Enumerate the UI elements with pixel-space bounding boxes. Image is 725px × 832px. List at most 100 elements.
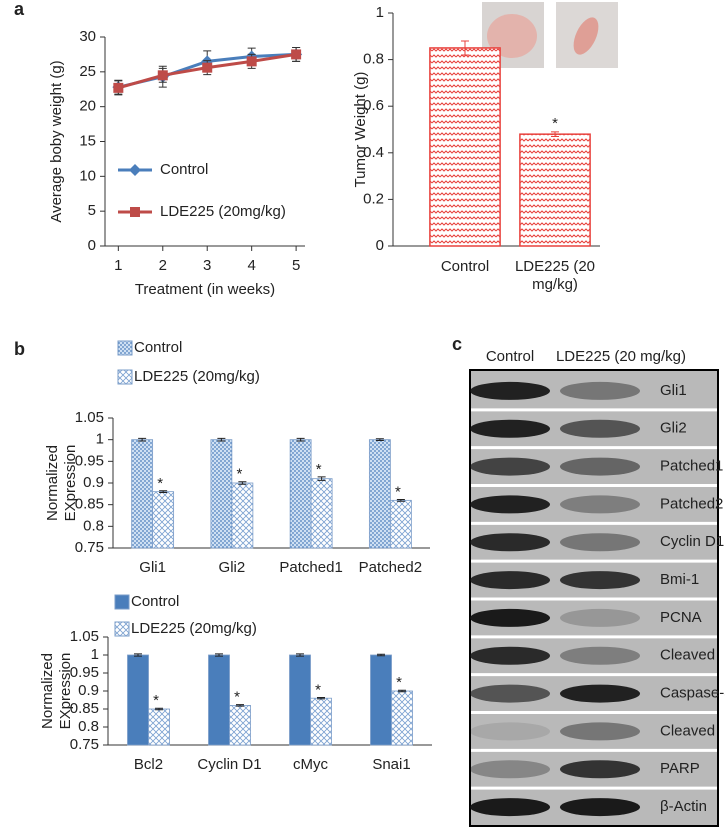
blot-band [470, 760, 550, 779]
blot-column: LDE225 (20 mg/kg) [556, 348, 686, 365]
y-axis-label: Tumor Weight (g) [352, 72, 369, 188]
legend-swatch [117, 369, 133, 385]
bar [289, 439, 312, 549]
y-axis-label: Normalized EXpression [44, 444, 79, 522]
blot-row-label: PARP [660, 760, 700, 777]
y-tick-label: 1 [96, 431, 104, 448]
blot-row-label: Patched2 [660, 495, 723, 512]
legend-label: LDE225 (20mg/kg) [134, 368, 260, 385]
y-tick-label: 1 [91, 646, 99, 663]
blot-row-label: Gli1 [660, 382, 687, 399]
legend-label: Control [131, 593, 179, 610]
blot-band [470, 722, 550, 741]
bar [391, 690, 413, 746]
error-bar [159, 490, 168, 494]
blot-row-label: Cleaved [660, 722, 715, 739]
x-tick-label: Gli1 [139, 559, 166, 576]
y-tick-label: 20 [79, 98, 96, 115]
blot-row-label: Bmi-1 [660, 571, 699, 588]
error-bar [134, 653, 142, 657]
y-tick-label: 0.75 [75, 539, 104, 556]
marker [291, 49, 302, 60]
x-tick-label: Bcl2 [134, 756, 163, 773]
legend-swatch [114, 621, 130, 637]
blot-band [560, 684, 640, 703]
y-tick-label: 0.8 [83, 517, 104, 534]
blot-band [470, 419, 550, 438]
significance: * [236, 466, 242, 483]
y-tick-label: 0.9 [78, 682, 99, 699]
x-tick-label: Gli2 [219, 559, 246, 576]
blot-band [470, 457, 550, 476]
marker [130, 207, 140, 217]
marker [113, 82, 124, 93]
error-bar [296, 437, 305, 442]
x-tick-label: 5 [292, 257, 300, 274]
error-bar [317, 696, 325, 700]
bar [208, 654, 230, 746]
y-axis-label: Average boby weight (g) [48, 60, 65, 222]
bar [429, 47, 501, 247]
marker [246, 56, 257, 67]
y-tick-label: 0.95 [75, 452, 104, 469]
blot-band [560, 722, 640, 741]
legend-label: LDE225 (20mg/kg) [160, 203, 286, 220]
y-tick-label: 0.85 [70, 700, 99, 717]
error-bar [551, 131, 559, 137]
blot-band [560, 495, 640, 514]
marker [157, 70, 168, 81]
error-bar [461, 40, 469, 56]
y-tick-label: 1.05 [70, 628, 99, 645]
panel-label: c [452, 334, 462, 354]
blot-band [560, 381, 640, 400]
y-tick-label: 0.6 [363, 97, 384, 114]
significance: * [315, 681, 321, 698]
blot-row-label: Caspase-3 [660, 685, 725, 702]
y-tick-label: 0 [376, 237, 384, 254]
error-bar [317, 476, 326, 481]
error-bar [138, 437, 147, 442]
bar [131, 439, 154, 549]
blot-band [470, 381, 550, 400]
significance: * [157, 475, 163, 492]
blot-row-label: β-Actin [660, 798, 707, 815]
error-bar [398, 689, 406, 693]
legend-label: Control [134, 339, 182, 356]
y-tick-label: 0.75 [70, 736, 99, 753]
western-blot: Control LDE225 (20 mg/kg) Gli1 Gli2 Patched1… [469, 348, 725, 827]
legend-label: LDE225 (20mg/kg) [131, 620, 257, 637]
y-tick-label: 0.8 [363, 51, 384, 68]
blot-row-label: Cyclin D1 [660, 533, 724, 550]
bar [231, 482, 254, 549]
error-bar [215, 653, 223, 657]
bar [310, 478, 333, 549]
error-bar [296, 653, 304, 657]
error-bar [377, 653, 385, 657]
error-bar [396, 498, 405, 502]
blot-row-label: Patched1 [660, 458, 723, 475]
x-tick-label: cMyc [293, 756, 328, 773]
legend-label: Control [160, 161, 208, 178]
x-tick-label: Cyclin D1 [197, 756, 261, 773]
blot-band [560, 608, 640, 627]
bar [229, 705, 251, 746]
blot-row-label: Cleaved [660, 647, 715, 664]
x-tick-label: 4 [247, 257, 255, 274]
bar [289, 654, 311, 746]
y-tick-label: 0.9 [83, 474, 104, 491]
significance: * [234, 689, 240, 706]
y-tick-label: 0.4 [363, 144, 384, 161]
bar [127, 654, 149, 746]
bar [310, 697, 332, 746]
blot-band [470, 646, 550, 665]
blot-band [470, 684, 550, 703]
blot-row-label: Gli2 [660, 420, 687, 437]
bar [370, 654, 392, 746]
bar [389, 499, 412, 549]
x-tick-label: 2 [159, 257, 167, 274]
y-tick-label: 5 [88, 202, 96, 219]
panel-label: b [14, 339, 25, 359]
x-tick-label: Control [440, 258, 490, 275]
y-axis-label: Normalized EXpression [39, 652, 74, 730]
